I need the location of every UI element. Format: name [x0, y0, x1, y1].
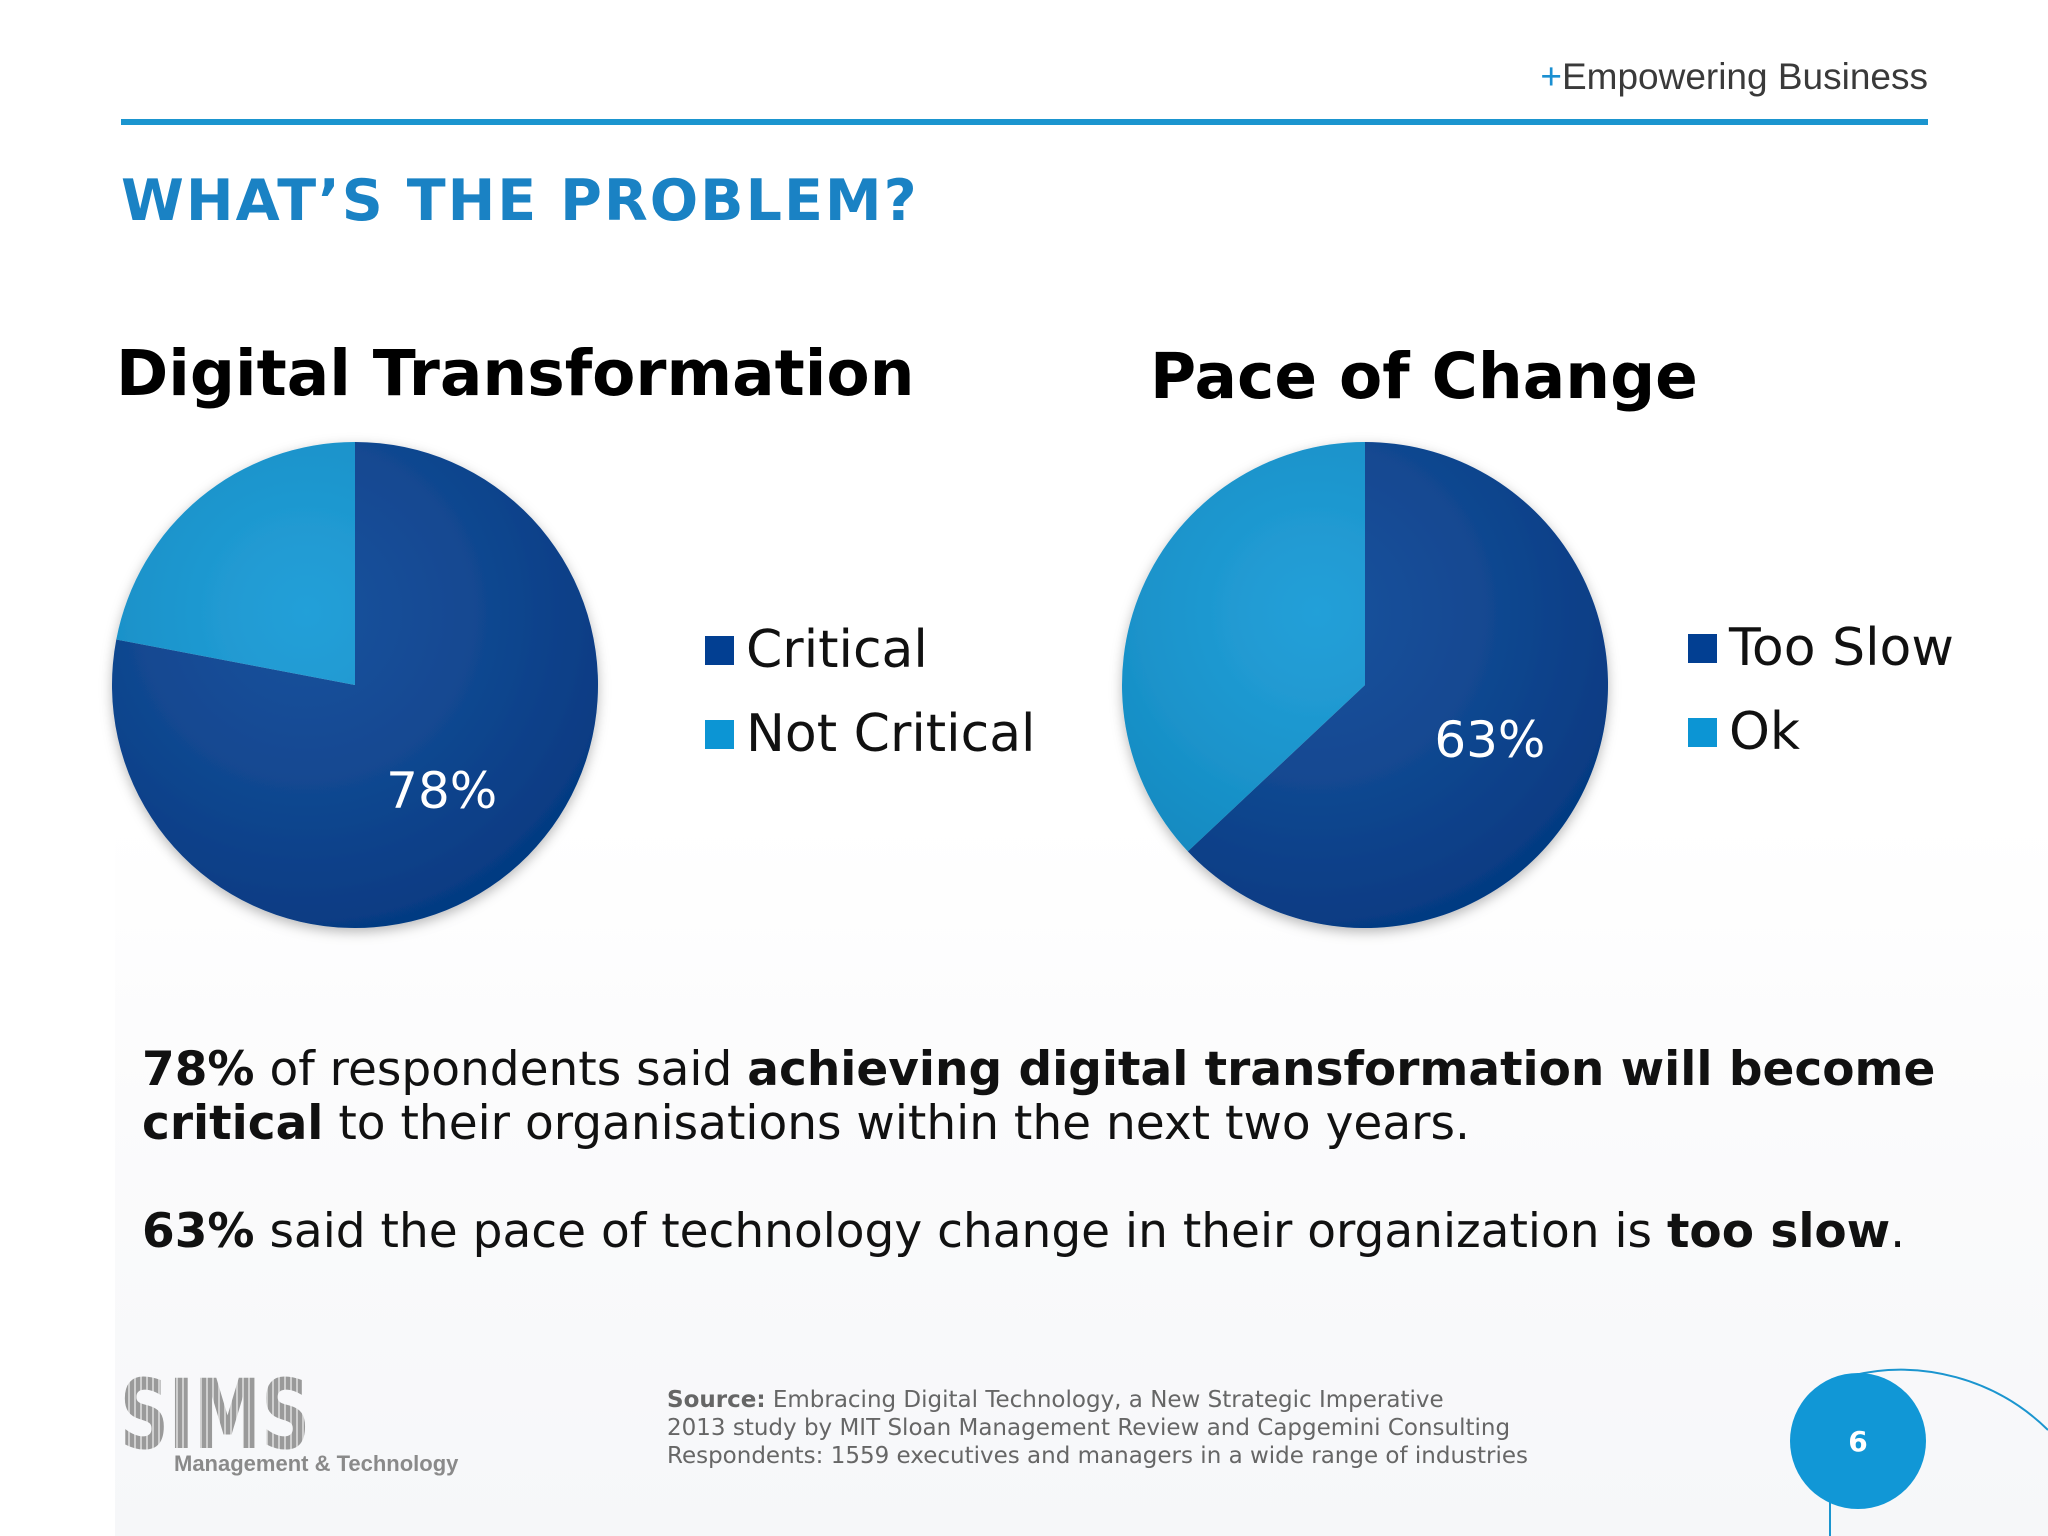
- page-number-badge: 6: [1790, 1373, 1926, 1509]
- summary-2-text-b: .: [1890, 1204, 1905, 1259]
- chart-title-digital-transformation: Digital Transformation: [116, 337, 914, 410]
- summary-paragraph-2: 63% said the pace of technology change i…: [142, 1205, 1972, 1259]
- legend-item-not-critical: Not Critical: [705, 692, 1036, 776]
- legend-item-critical: Critical: [705, 608, 1036, 692]
- legend-swatch-critical: [705, 636, 734, 665]
- pie-chart-digital-transformation: 78%: [100, 430, 620, 950]
- logo-subtitle: Management & Technology: [174, 1451, 458, 1477]
- data-label-too-slow: 63%: [1434, 711, 1545, 769]
- legend-label-ok: Ok: [1729, 702, 1800, 762]
- page-title: WHAT’S THE PROBLEM?: [121, 168, 919, 234]
- source-line-1: Source: Embracing Digital Technology, a …: [667, 1386, 1528, 1414]
- legend-digital-transformation: Critical Not Critical: [705, 608, 1036, 776]
- summary-1-stat: 78%: [142, 1042, 255, 1097]
- legend-item-ok: Ok: [1688, 690, 1954, 774]
- legend-label-critical: Critical: [746, 620, 928, 680]
- summary-2-text-a: said the pace of technology change in th…: [255, 1204, 1667, 1259]
- legend-pace-of-change: Too Slow Ok: [1688, 606, 1954, 774]
- header-rule: [121, 119, 1928, 125]
- legend-label-not-critical: Not Critical: [746, 704, 1036, 764]
- source-citation: Source: Embracing Digital Technology, a …: [667, 1386, 1528, 1470]
- legend-item-too-slow: Too Slow: [1688, 606, 1954, 690]
- source-title: Embracing Digital Technology, a New Stra…: [766, 1387, 1444, 1413]
- data-label-critical: 78%: [386, 762, 497, 820]
- summary-1-text-b: to their organisations within the next t…: [323, 1096, 1469, 1151]
- summary-paragraph-1: 78% of respondents said achieving digita…: [142, 1043, 1972, 1151]
- source-label: Source:: [667, 1387, 766, 1413]
- legend-swatch-not-critical: [705, 720, 734, 749]
- summary-2-stat: 63%: [142, 1204, 255, 1259]
- summary-text: 78% of respondents said achieving digita…: [142, 1043, 1972, 1259]
- legend-label-too-slow: Too Slow: [1729, 618, 1954, 678]
- source-line-2: 2013 study by MIT Sloan Management Revie…: [667, 1414, 1528, 1442]
- chart-title-pace-of-change: Pace of Change: [1150, 340, 1698, 413]
- summary-2-emphasis: too slow: [1667, 1204, 1890, 1259]
- tagline-text: Empowering Business: [1562, 56, 1928, 97]
- legend-swatch-too-slow: [1688, 634, 1717, 663]
- tagline-plus: +: [1540, 56, 1562, 97]
- tagline: +Empowering Business: [1540, 56, 1928, 98]
- source-line-3: Respondents: 1559 executives and manager…: [667, 1442, 1528, 1470]
- legend-swatch-ok: [1688, 718, 1717, 747]
- pie-chart-pace-of-change: 63%: [1110, 430, 1630, 950]
- summary-1-text-a: of respondents said: [255, 1042, 748, 1097]
